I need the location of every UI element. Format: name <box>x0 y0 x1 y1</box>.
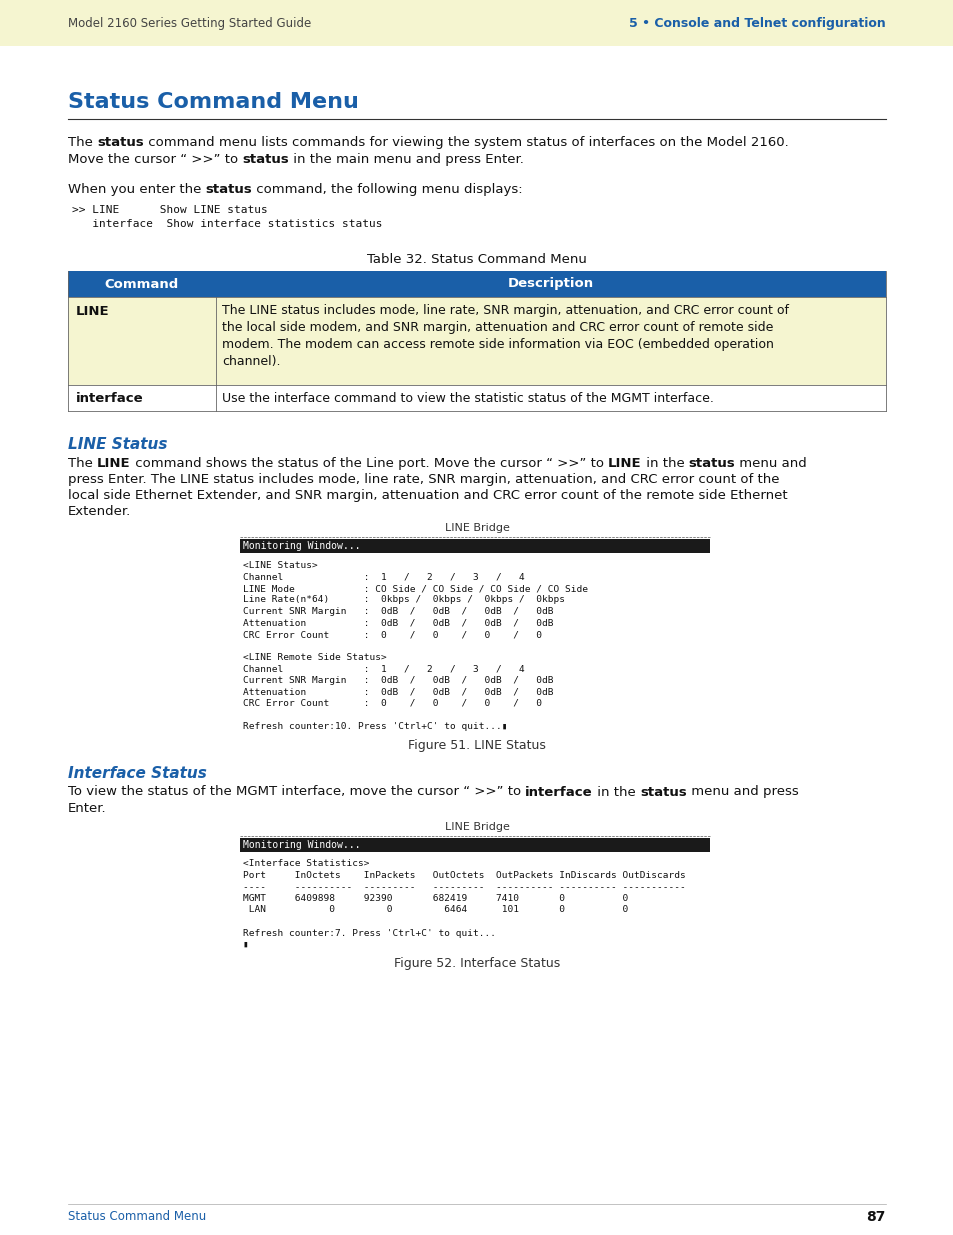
Text: LINE Bridge: LINE Bridge <box>444 522 509 534</box>
Bar <box>68 385 885 411</box>
Text: Monitoring Window...: Monitoring Window... <box>243 541 360 551</box>
Text: status: status <box>97 136 144 149</box>
Text: 5 • Console and Telnet configuration: 5 • Console and Telnet configuration <box>629 16 885 30</box>
Text: Refresh counter:7. Press 'Ctrl+C' to quit...: Refresh counter:7. Press 'Ctrl+C' to qui… <box>243 929 496 937</box>
Text: Channel              :  1   /   2   /   3   /   4: Channel : 1 / 2 / 3 / 4 <box>243 664 524 673</box>
Text: ▮: ▮ <box>243 940 249 948</box>
Text: Command: Command <box>105 278 179 290</box>
Text: Line Rate(n*64)      :  0kbps /  0kbps /  0kbps /  0kbps: Line Rate(n*64) : 0kbps / 0kbps / 0kbps … <box>243 595 564 604</box>
Text: in the main menu and press Enter.: in the main menu and press Enter. <box>289 153 523 165</box>
Text: Current SNR Margin   :  0dB  /   0dB  /   0dB  /   0dB: Current SNR Margin : 0dB / 0dB / 0dB / 0… <box>243 676 553 685</box>
Text: status: status <box>688 457 735 471</box>
Text: Attenuation          :  0dB  /   0dB  /   0dB  /   0dB: Attenuation : 0dB / 0dB / 0dB / 0dB <box>243 619 553 627</box>
Text: Move the cursor “ >>” to: Move the cursor “ >>” to <box>68 153 242 165</box>
Text: interface  Show interface statistics status: interface Show interface statistics stat… <box>71 219 382 228</box>
Text: local side Ethernet Extender, and SNR margin, attenuation and CRC error count of: local side Ethernet Extender, and SNR ma… <box>68 489 787 501</box>
Text: Enter.: Enter. <box>68 802 107 815</box>
Text: LINE: LINE <box>607 457 641 471</box>
Text: Monitoring Window...: Monitoring Window... <box>243 840 360 850</box>
Text: 87: 87 <box>865 1210 885 1224</box>
Text: The: The <box>68 457 97 471</box>
Text: interface: interface <box>76 391 144 405</box>
Text: Figure 51. LINE Status: Figure 51. LINE Status <box>408 740 545 752</box>
Text: <Interface Statistics>: <Interface Statistics> <box>243 860 369 868</box>
Text: Extender.: Extender. <box>68 505 132 517</box>
Text: the local side modem, and SNR margin, attenuation and CRC error count of remote : the local side modem, and SNR margin, at… <box>222 321 773 333</box>
Text: Status Command Menu: Status Command Menu <box>68 1210 206 1223</box>
Text: Interface Status: Interface Status <box>68 766 207 781</box>
Text: menu and press: menu and press <box>686 785 798 799</box>
Text: status: status <box>639 785 686 799</box>
Text: LINE Mode            : CO Side / CO Side / CO Side / CO Side: LINE Mode : CO Side / CO Side / CO Side … <box>243 584 587 593</box>
Text: channel).: channel). <box>222 354 280 368</box>
Text: status: status <box>242 153 289 165</box>
Text: <LINE Remote Side Status>: <LINE Remote Side Status> <box>243 653 386 662</box>
Text: Figure 52. Interface Status: Figure 52. Interface Status <box>394 957 559 971</box>
Bar <box>240 837 709 851</box>
Bar <box>68 270 885 296</box>
Text: Model 2160 Series Getting Started Guide: Model 2160 Series Getting Started Guide <box>68 16 311 30</box>
Text: Description: Description <box>507 278 594 290</box>
Text: Port     InOctets    InPackets   OutOctets  OutPackets InDiscards OutDiscards: Port InOctets InPackets OutOctets OutPac… <box>243 871 685 881</box>
Text: Attenuation          :  0dB  /   0dB  /   0dB  /   0dB: Attenuation : 0dB / 0dB / 0dB / 0dB <box>243 688 553 697</box>
Text: When you enter the: When you enter the <box>68 183 206 196</box>
Text: Table 32. Status Command Menu: Table 32. Status Command Menu <box>367 253 586 266</box>
Text: Status Command Menu: Status Command Menu <box>68 91 358 112</box>
Text: >> LINE      Show LINE status: >> LINE Show LINE status <box>71 205 268 215</box>
Text: MGMT     6409898     92390       682419     7410       0          0: MGMT 6409898 92390 682419 7410 0 0 <box>243 894 628 903</box>
Text: ----     ----------  ---------   ---------  ---------- ---------- -----------: ---- ---------- --------- --------- ----… <box>243 883 685 892</box>
Text: Channel              :  1   /   2   /   3   /   4: Channel : 1 / 2 / 3 / 4 <box>243 573 524 582</box>
Bar <box>68 296 885 385</box>
Text: command, the following menu displays:: command, the following menu displays: <box>253 183 522 196</box>
Text: in the: in the <box>593 785 639 799</box>
Text: command shows the status of the Line port. Move the cursor “ >>” to: command shows the status of the Line por… <box>131 457 607 471</box>
Text: command menu lists commands for viewing the system status of interfaces on the M: command menu lists commands for viewing … <box>144 136 788 149</box>
Text: To view the status of the MGMT interface, move the cursor “ >>” to: To view the status of the MGMT interface… <box>68 785 525 799</box>
Text: menu and: menu and <box>735 457 806 471</box>
Text: interface: interface <box>525 785 593 799</box>
Text: Use the interface command to view the statistic status of the MGMT interface.: Use the interface command to view the st… <box>222 391 713 405</box>
Text: Refresh counter:10. Press 'Ctrl+C' to quit...▮: Refresh counter:10. Press 'Ctrl+C' to qu… <box>243 722 507 731</box>
Text: The: The <box>68 136 97 149</box>
Text: press Enter. The LINE status includes mode, line rate, SNR margin, attenuation, : press Enter. The LINE status includes mo… <box>68 473 779 487</box>
Text: LINE Status: LINE Status <box>68 437 168 452</box>
Text: Current SNR Margin   :  0dB  /   0dB  /   0dB  /   0dB: Current SNR Margin : 0dB / 0dB / 0dB / 0… <box>243 606 553 616</box>
Text: LAN           0         0         6464      101       0          0: LAN 0 0 6464 101 0 0 <box>243 905 628 914</box>
Text: LINE: LINE <box>97 457 131 471</box>
Text: CRC Error Count      :  0    /   0    /   0    /   0: CRC Error Count : 0 / 0 / 0 / 0 <box>243 699 541 708</box>
Text: status: status <box>206 183 253 196</box>
Text: LINE: LINE <box>76 305 110 317</box>
Text: in the: in the <box>641 457 688 471</box>
Text: LINE Bridge: LINE Bridge <box>444 821 509 831</box>
Bar <box>240 538 709 553</box>
Text: modem. The modem can access remote side information via EOC (embedded operation: modem. The modem can access remote side … <box>222 338 773 351</box>
Text: CRC Error Count      :  0    /   0    /   0    /   0: CRC Error Count : 0 / 0 / 0 / 0 <box>243 630 541 638</box>
Text: <LINE Status>: <LINE Status> <box>243 561 317 571</box>
Text: The LINE status includes mode, line rate, SNR margin, attenuation, and CRC error: The LINE status includes mode, line rate… <box>222 304 788 317</box>
Bar <box>0 0 953 46</box>
